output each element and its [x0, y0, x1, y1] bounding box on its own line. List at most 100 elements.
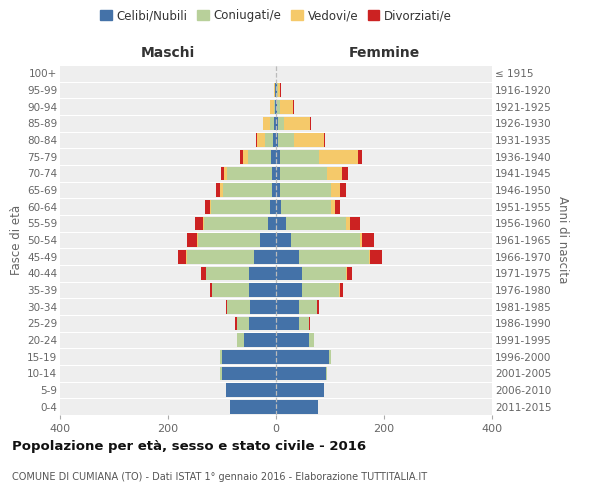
Bar	[276, 350, 329, 364]
Bar	[265, 133, 274, 147]
Bar	[309, 316, 310, 330]
Bar	[280, 183, 331, 197]
Bar	[280, 166, 328, 180]
Bar	[242, 150, 248, 164]
Bar	[280, 150, 319, 164]
Bar	[212, 283, 249, 297]
Bar	[186, 250, 187, 264]
Bar	[274, 116, 276, 130]
Bar	[216, 183, 220, 197]
Bar	[277, 100, 280, 114]
Bar	[269, 200, 276, 213]
Bar	[274, 83, 275, 97]
Bar	[195, 216, 203, 230]
Bar	[276, 366, 326, 380]
Bar	[254, 250, 276, 264]
Bar	[226, 383, 276, 397]
Bar	[358, 150, 362, 164]
Bar	[276, 400, 318, 413]
Bar	[340, 283, 343, 297]
Bar	[276, 266, 302, 280]
Y-axis label: Anni di nascita: Anni di nascita	[556, 196, 569, 284]
Bar	[263, 116, 269, 130]
Bar	[276, 133, 278, 147]
Bar	[276, 150, 280, 164]
Bar	[240, 150, 242, 164]
Bar	[335, 200, 340, 213]
Bar	[274, 100, 275, 114]
Bar	[346, 266, 347, 280]
Bar	[299, 250, 369, 264]
Text: Maschi: Maschi	[141, 46, 195, 60]
Bar	[276, 250, 299, 264]
Bar	[202, 266, 206, 280]
Bar	[250, 300, 276, 314]
Bar	[203, 216, 204, 230]
Bar	[317, 300, 319, 314]
Bar	[302, 283, 338, 297]
Bar	[276, 316, 299, 330]
Bar	[276, 333, 310, 347]
Bar	[286, 216, 346, 230]
Bar	[326, 366, 328, 380]
Bar	[275, 83, 276, 97]
Y-axis label: Fasce di età: Fasce di età	[10, 205, 23, 275]
Bar	[221, 166, 224, 180]
Bar	[272, 166, 276, 180]
Bar	[210, 200, 211, 213]
Bar	[187, 250, 254, 264]
Bar	[370, 250, 382, 264]
Bar	[280, 83, 281, 97]
Bar	[257, 133, 265, 147]
Bar	[302, 266, 346, 280]
Bar	[278, 133, 295, 147]
Bar	[343, 166, 348, 180]
Bar	[268, 216, 276, 230]
Bar	[220, 183, 223, 197]
Bar	[278, 116, 284, 130]
Bar	[272, 183, 276, 197]
Bar	[244, 333, 276, 347]
Bar	[369, 250, 370, 264]
Bar	[227, 166, 272, 180]
Bar	[299, 316, 309, 330]
Bar	[276, 300, 299, 314]
Bar	[249, 316, 276, 330]
Bar	[256, 133, 257, 147]
Bar	[276, 100, 277, 114]
Bar	[260, 233, 276, 247]
Bar	[310, 333, 314, 347]
Bar	[329, 350, 331, 364]
Bar	[220, 366, 222, 380]
Bar	[310, 116, 311, 130]
Bar	[276, 383, 323, 397]
Bar	[331, 183, 340, 197]
Bar	[319, 150, 358, 164]
Bar	[269, 116, 274, 130]
Bar	[295, 133, 324, 147]
Bar	[227, 300, 250, 314]
Bar	[276, 183, 280, 197]
Bar	[347, 266, 352, 280]
Bar	[204, 216, 268, 230]
Bar	[178, 250, 186, 264]
Bar	[276, 116, 278, 130]
Bar	[248, 150, 271, 164]
Bar	[226, 300, 227, 314]
Bar	[291, 233, 360, 247]
Bar	[280, 100, 293, 114]
Bar	[209, 283, 212, 297]
Bar	[275, 100, 276, 114]
Bar	[350, 216, 360, 230]
Legend: Celibi/Nubili, Coniugati/e, Vedovi/e, Divorziati/e: Celibi/Nubili, Coniugati/e, Vedovi/e, Di…	[95, 4, 457, 27]
Bar	[236, 316, 249, 330]
Bar	[187, 233, 197, 247]
Bar	[249, 283, 276, 297]
Text: Popolazione per età, sesso e stato civile - 2016: Popolazione per età, sesso e stato civil…	[12, 440, 366, 453]
Bar	[249, 266, 276, 280]
Text: Femmine: Femmine	[349, 46, 419, 60]
Bar	[235, 316, 236, 330]
Bar	[220, 350, 222, 364]
Bar	[299, 300, 317, 314]
Bar	[271, 150, 276, 164]
